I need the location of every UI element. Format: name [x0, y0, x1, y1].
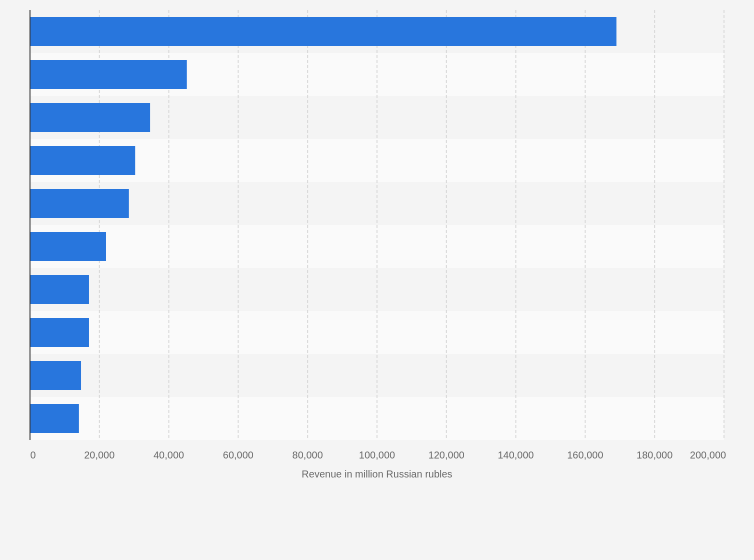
x-tick-label: 120,000 — [428, 451, 465, 462]
bar — [30, 189, 129, 218]
bar — [30, 232, 106, 261]
bar — [30, 60, 187, 89]
x-tick-label: 160,000 — [567, 451, 604, 462]
bar — [30, 146, 136, 175]
x-axis-title: Revenue in million Russian rubles — [302, 470, 453, 481]
row-band — [30, 182, 724, 225]
x-tick-label: 40,000 — [154, 451, 185, 462]
bar — [30, 275, 89, 304]
row-band — [30, 397, 724, 440]
x-tick-label: 180,000 — [637, 451, 674, 462]
x-tick-label: 100,000 — [359, 451, 396, 462]
x-tick-label: 0 — [30, 451, 36, 462]
x-tick-label: 60,000 — [223, 451, 254, 462]
x-tick-label: 140,000 — [498, 451, 535, 462]
bar — [30, 361, 82, 390]
bar — [30, 17, 617, 46]
bar — [30, 103, 151, 132]
bar — [30, 318, 89, 347]
x-tick-label: 80,000 — [292, 451, 323, 462]
x-tick-label: 200,000 — [690, 451, 727, 462]
x-tick-label: 20,000 — [84, 451, 115, 462]
bar — [30, 404, 79, 433]
row-band — [30, 268, 724, 311]
